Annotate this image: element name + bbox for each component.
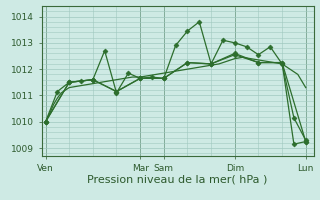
X-axis label: Pression niveau de la mer( hPa ): Pression niveau de la mer( hPa ) bbox=[87, 174, 268, 184]
